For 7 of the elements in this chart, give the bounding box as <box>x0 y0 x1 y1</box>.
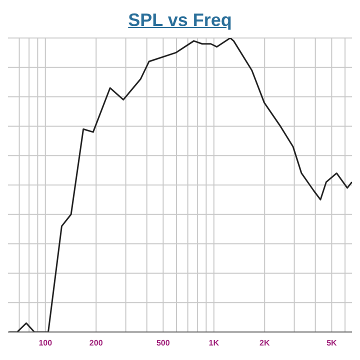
x-tick-label: 200 <box>89 338 104 348</box>
x-tick-label: 5K <box>326 338 338 348</box>
x-tick-label: 500 <box>156 338 170 348</box>
chart-title: SPL vs Freq <box>127 10 233 31</box>
x-tick-label: 2K <box>260 338 270 348</box>
x-tick-label: 1K <box>208 338 220 348</box>
x-tick-label: 100 <box>38 338 53 348</box>
